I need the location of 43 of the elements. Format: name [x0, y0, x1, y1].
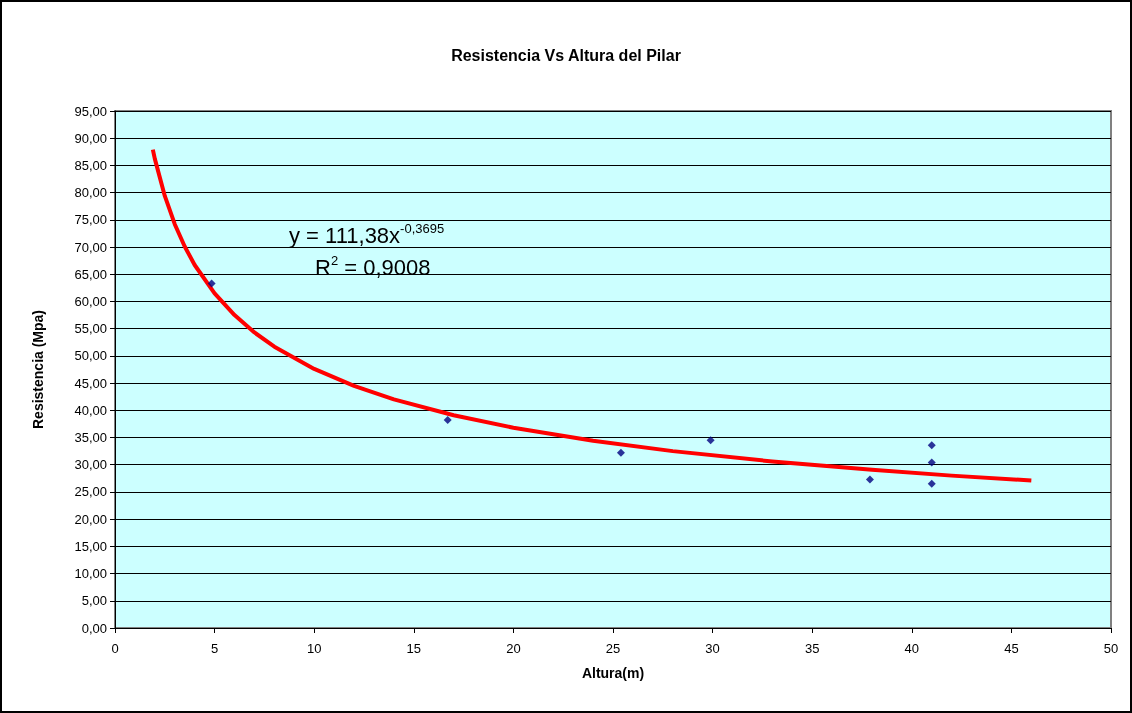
x-tick-label: 35 — [804, 641, 820, 656]
y-tick-label: 0,00 — [81, 620, 107, 636]
chart-title: Resistencia Vs Altura del Pilar — [451, 46, 681, 64]
point — [865, 475, 874, 484]
point — [443, 416, 452, 425]
y-tick-label: 5,00 — [81, 593, 107, 609]
y-tick-label: 25,00 — [74, 484, 107, 500]
y-tick-label: 55,00 — [74, 321, 107, 337]
point — [207, 279, 216, 288]
point — [616, 448, 625, 457]
x-tick-label: 45 — [1004, 641, 1019, 656]
y-axis-title: Resistencia (Mpa) — [30, 309, 46, 430]
point — [927, 479, 936, 488]
x-tick-label: 20 — [506, 641, 521, 656]
x-axis-title: Altura(m) — [581, 665, 645, 681]
x-tick-label: 30 — [705, 641, 720, 656]
y-tick-label: 30,00 — [74, 457, 107, 473]
x-tick-label: 15 — [406, 641, 422, 656]
x-tick-label: 0 — [111, 641, 119, 656]
y-tick-label: 10,00 — [74, 566, 107, 582]
y-tick-label: 95,00 — [74, 103, 107, 119]
y-tick-label: 65,00 — [74, 266, 107, 282]
x-tick-label: 50 — [1103, 641, 1119, 656]
y-tick-label: 35,00 — [74, 430, 107, 446]
y-tick-label: 70,00 — [74, 239, 107, 255]
x-tick-label: 25 — [605, 641, 621, 656]
y-tick-label: 50,00 — [74, 348, 107, 364]
y-tick-label: 60,00 — [74, 293, 107, 309]
y-tick-label: 90,00 — [74, 130, 107, 146]
y-tick-label: 15,00 — [74, 538, 107, 554]
y-tick-label: 75,00 — [74, 212, 107, 228]
y-tick-label: 20,00 — [74, 511, 107, 527]
point — [706, 436, 715, 445]
y-tick-label: 40,00 — [74, 402, 107, 418]
y-tick-label: 80,00 — [74, 185, 107, 201]
point — [927, 441, 936, 450]
y-tick-label: 45,00 — [74, 375, 107, 391]
point — [927, 458, 936, 467]
x-tick-label: 40 — [904, 641, 920, 656]
y-tick-label: 85,00 — [74, 157, 107, 173]
line-series — [150, 147, 1034, 483]
x-tick-label: 10 — [306, 641, 322, 656]
x-tick-label: 5 — [210, 641, 219, 656]
